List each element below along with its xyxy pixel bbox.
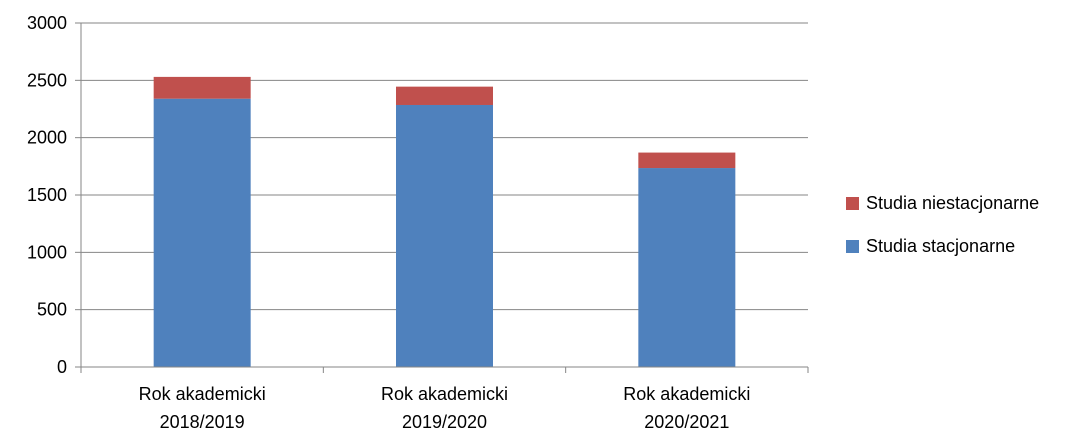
bar-stacjonarne	[153, 98, 251, 368]
y-tick-label: 500	[37, 300, 67, 320]
legend-swatch	[846, 197, 859, 210]
y-tick-label: 2000	[27, 128, 67, 148]
y-tick-label: 3000	[27, 13, 67, 33]
y-tick-label: 2500	[27, 70, 67, 90]
bar-niestacjonarne	[638, 152, 736, 169]
legend-label: Studia niestacjonarne	[866, 193, 1039, 213]
y-tick-label: 1000	[27, 242, 67, 262]
bar-niestacjonarne	[396, 86, 493, 105]
bar-niestacjonarne	[153, 76, 251, 99]
x-tick-label: Rok akademicki 2019/2020	[381, 384, 508, 432]
y-tick-label: 1500	[27, 185, 67, 205]
y-tick-label: 0	[57, 357, 67, 377]
x-tick-label: Rok akademicki 2020/2021	[623, 384, 750, 432]
bar-stacjonarne	[396, 104, 493, 367]
legend-label: Studia stacjonarne	[866, 236, 1015, 256]
x-tick-label: Rok akademicki 2018/2019	[139, 384, 266, 432]
legend-swatch	[846, 240, 859, 253]
bar-stacjonarne	[638, 168, 736, 367]
